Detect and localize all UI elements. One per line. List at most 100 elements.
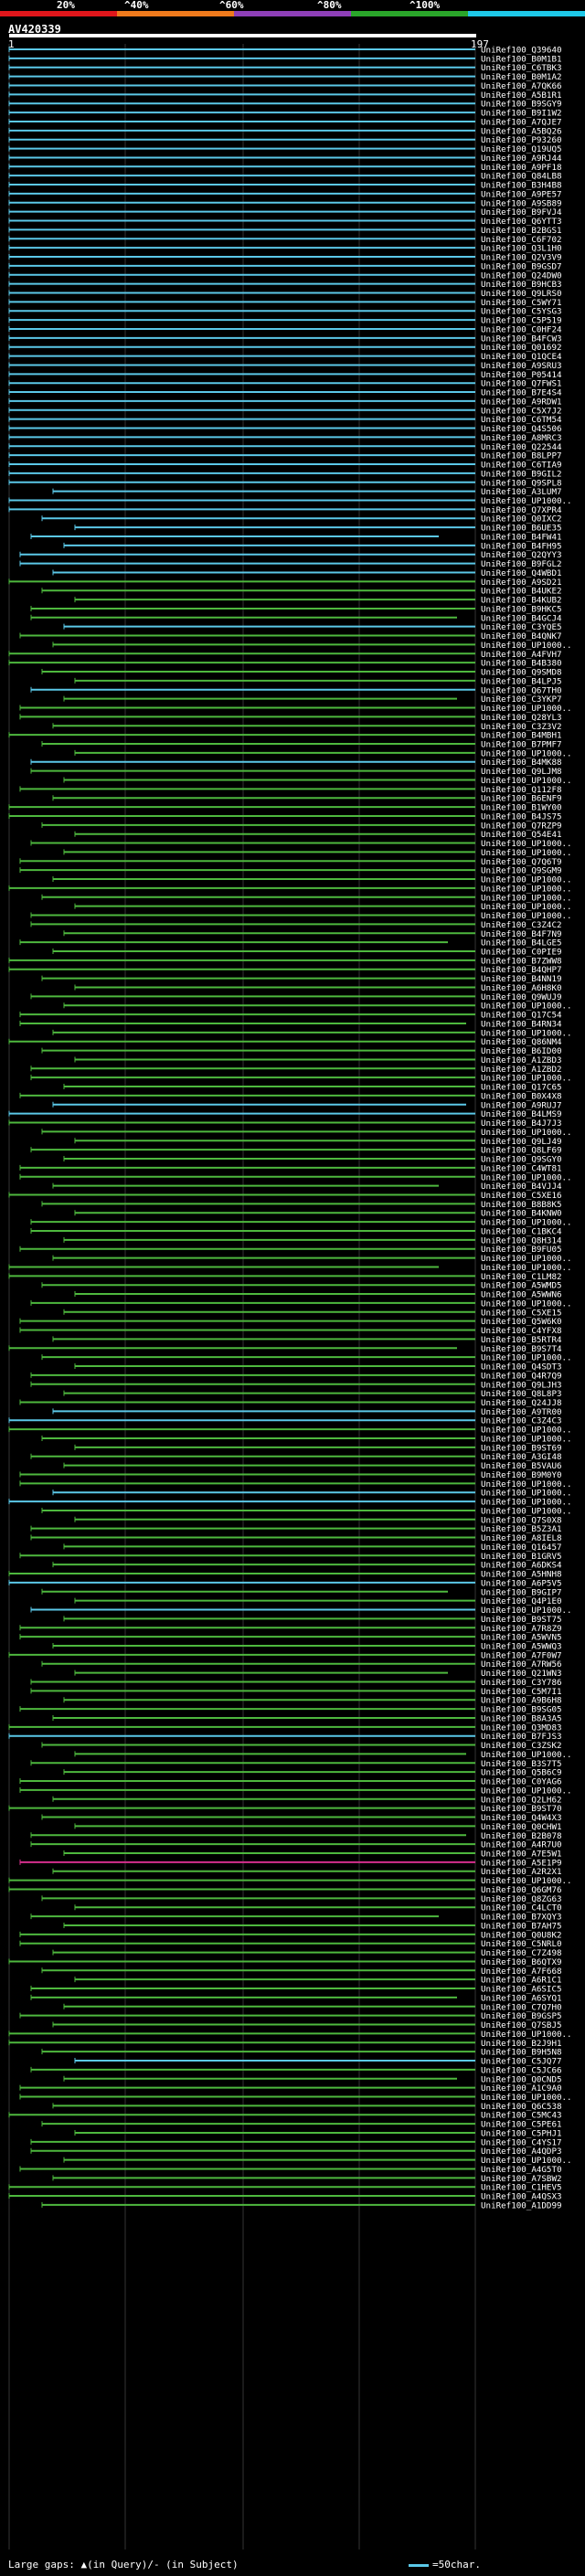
hit-id-link[interactable]: UniRef100_B6ENF9 [481, 794, 562, 804]
hit-id-link[interactable]: UniRef100_Q24DW0 [481, 270, 562, 281]
hit-id-link[interactable]: UniRef100_A9PE57 [481, 189, 562, 199]
hit-id-link[interactable]: UniRef100_Q8L8P3 [481, 1389, 562, 1399]
hit-id-link[interactable]: UniRef100_A1ZBD2 [481, 1065, 562, 1075]
hit-id-link[interactable]: UniRef100_A1DD99 [481, 2200, 562, 2210]
hit-id-link[interactable]: UniRef100_Q17C65 [481, 1083, 562, 1093]
hit-id-link[interactable]: UniRef100_Q7FWS1 [481, 379, 562, 389]
hit-id-link[interactable]: UniRef100_B0X4X8 [481, 1091, 562, 1101]
hit-id-link[interactable]: UniRef100_C3Z4C3 [481, 1416, 562, 1426]
hit-id-link[interactable]: UniRef100_B9H5N8 [481, 2048, 562, 2058]
hit-id-link[interactable]: UniRef100_C3ZSK2 [481, 1741, 562, 1751]
hit-id-link[interactable]: UniRef100_B5RTR4 [481, 1335, 562, 1345]
hit-id-link[interactable]: UniRef100_B4MK88 [481, 758, 562, 768]
hit-id-link[interactable]: UniRef100_UP1000.. [481, 1498, 572, 1508]
hit-id-link[interactable]: UniRef100_A9PF18 [481, 163, 562, 173]
hit-id-link[interactable]: UniRef100_C5M7I1 [481, 1687, 562, 1697]
hit-id-link[interactable]: UniRef100_Q4R7Q9 [481, 1371, 562, 1381]
hit-id-link[interactable]: UniRef100_UP1000.. [481, 1172, 572, 1182]
hit-id-link[interactable]: UniRef100_A7QJE7 [481, 117, 562, 127]
hit-id-link[interactable]: UniRef100_B4F7N9 [481, 929, 562, 939]
hit-id-link[interactable]: UniRef100_A4R7U0 [481, 1840, 562, 1850]
hit-id-link[interactable]: UniRef100_Q01692 [481, 343, 562, 353]
hit-id-link[interactable]: UniRef100_Q7XPR4 [481, 505, 562, 515]
hit-id-link[interactable]: UniRef100_B9ST69 [481, 1443, 562, 1453]
hit-id-link[interactable]: UniRef100_Q9SGM9 [481, 866, 562, 876]
hit-id-link[interactable]: UniRef100_B9HCB3 [481, 280, 562, 290]
hit-id-link[interactable]: UniRef100_Q9SMD8 [481, 668, 562, 678]
hit-id-link[interactable]: UniRef100_UP1000.. [481, 893, 572, 903]
hit-id-link[interactable]: UniRef100_UP1000.. [481, 748, 572, 758]
hit-id-link[interactable]: UniRef100_Q0IXC2 [481, 514, 562, 525]
hit-id-link[interactable]: UniRef100_B4QNK7 [481, 631, 562, 641]
hit-id-link[interactable]: UniRef100_C5JQ77 [481, 2057, 562, 2067]
hit-id-link[interactable]: UniRef100_B9FGL2 [481, 559, 562, 569]
hit-id-link[interactable]: UniRef100_B5Z3A1 [481, 1524, 562, 1534]
hit-id-link[interactable]: UniRef100_C1LM82 [481, 1272, 562, 1282]
hit-id-link[interactable]: UniRef100_Q54E41 [481, 830, 562, 840]
hit-id-link[interactable]: UniRef100_Q9SPL8 [481, 478, 562, 488]
hit-id-link[interactable]: UniRef100_B8LPP7 [481, 451, 562, 461]
hit-id-link[interactable]: UniRef100_B4J7J3 [481, 1118, 562, 1129]
hit-id-link[interactable]: UniRef100_C6TM54 [481, 415, 562, 425]
hit-id-link[interactable]: UniRef100_C0HF24 [481, 324, 562, 334]
hit-id-link[interactable]: UniRef100_B7PMF7 [481, 739, 562, 749]
hit-id-link[interactable]: UniRef100_A7F0W7 [481, 1650, 562, 1660]
hit-id-link[interactable]: UniRef100_C1BKC4 [481, 1226, 562, 1236]
hit-id-link[interactable]: UniRef100_Q9LRS0 [481, 289, 562, 299]
hit-id-link[interactable]: UniRef100_A5BQ26 [481, 126, 562, 136]
hit-id-link[interactable]: UniRef100_UP1000.. [481, 776, 572, 786]
hit-id-link[interactable]: UniRef100_C3Y786 [481, 1678, 562, 1688]
hit-id-link[interactable]: UniRef100_A5WWN6 [481, 1290, 562, 1300]
hit-id-link[interactable]: UniRef100_UP1000.. [481, 839, 572, 849]
hit-id-link[interactable]: UniRef100_B7FJS3 [481, 1732, 562, 1742]
hit-id-link[interactable]: UniRef100_C4YS17 [481, 2137, 562, 2147]
hit-id-link[interactable]: UniRef100_Q21WN3 [481, 1669, 562, 1679]
hit-id-link[interactable]: UniRef100_A7R8Z9 [481, 1624, 562, 1634]
hit-id-link[interactable]: UniRef100_C3YKP7 [481, 694, 562, 705]
hit-id-link[interactable]: UniRef100_Q1QCE4 [481, 352, 562, 362]
hit-id-link[interactable]: UniRef100_UP1000.. [481, 1876, 572, 1886]
hit-id-link[interactable]: UniRef100_A5WVN5 [481, 1633, 562, 1643]
hit-id-link[interactable]: UniRef100_Q2V3V9 [481, 253, 562, 263]
hit-id-link[interactable]: UniRef100_Q7SBJ5 [481, 2020, 562, 2030]
hit-id-link[interactable]: UniRef100_A9B6H8 [481, 1696, 562, 1706]
hit-id-link[interactable]: UniRef100_A9RDW1 [481, 397, 562, 407]
hit-id-link[interactable]: UniRef100_B9S7T4 [481, 1344, 562, 1354]
hit-id-link[interactable]: UniRef100_Q6YTT3 [481, 217, 562, 227]
hit-id-link[interactable]: UniRef100_A7QK66 [481, 81, 562, 91]
hit-id-link[interactable]: UniRef100_Q7RZP9 [481, 821, 562, 831]
hit-id-link[interactable]: UniRef100_C4YFX8 [481, 1326, 562, 1336]
hit-id-link[interactable]: UniRef100_Q86NM4 [481, 1037, 562, 1047]
hit-id-link[interactable]: UniRef100_A6P5V5 [481, 1578, 562, 1588]
hit-id-link[interactable]: UniRef100_A7F668 [481, 1966, 562, 1977]
hit-id-link[interactable]: UniRef100_C7Z498 [481, 1948, 562, 1958]
hit-id-link[interactable]: UniRef100_UP1000.. [481, 902, 572, 912]
hit-id-link[interactable]: UniRef100_A1ZBD3 [481, 1055, 562, 1065]
hit-id-link[interactable]: UniRef100_Q67TH0 [481, 685, 562, 695]
hit-id-link[interactable]: UniRef100_UP1000.. [481, 1786, 572, 1796]
hit-id-link[interactable]: UniRef100_C3Z3V2 [481, 722, 562, 732]
hit-id-link[interactable]: UniRef100_A9TR00 [481, 1407, 562, 1417]
hit-id-link[interactable]: UniRef100_C4LCT0 [481, 1903, 562, 1913]
hit-id-link[interactable]: UniRef100_C3Z4C2 [481, 920, 562, 930]
hit-id-link[interactable]: UniRef100_Q4SDT3 [481, 1362, 562, 1373]
hit-id-link[interactable]: UniRef100_B4LGE5 [481, 938, 562, 949]
hit-id-link[interactable]: UniRef100_P93260 [481, 135, 562, 145]
hit-id-link[interactable]: UniRef100_B4FH95 [481, 541, 562, 551]
hit-id-link[interactable]: UniRef100_Q6GM76 [481, 1885, 562, 1895]
hit-id-link[interactable]: UniRef100_A8IEL8 [481, 1533, 562, 1543]
hit-id-link[interactable]: UniRef100_UP1000.. [481, 2030, 572, 2040]
hit-id-link[interactable]: UniRef100_B9SG05 [481, 1705, 562, 1715]
hit-id-link[interactable]: UniRef100_B1WY00 [481, 803, 562, 813]
hit-id-link[interactable]: UniRef100_UP1000.. [481, 1299, 572, 1309]
hit-id-link[interactable]: UniRef100_UP1000.. [481, 496, 572, 506]
hit-id-link[interactable]: UniRef100_Q4WBD1 [481, 568, 562, 578]
hit-id-link[interactable]: UniRef100_B4GCJ4 [481, 613, 562, 623]
hit-id-link[interactable]: UniRef100_Q7S0X8 [481, 1515, 562, 1525]
hit-id-link[interactable]: UniRef100_A7SBW2 [481, 2174, 562, 2184]
hit-id-link[interactable]: UniRef100_UP1000.. [481, 848, 572, 858]
hit-id-link[interactable]: UniRef100_A4FVH7 [481, 650, 562, 660]
hit-id-link[interactable]: UniRef100_Q0U8K2 [481, 1930, 562, 1940]
hit-id-link[interactable]: UniRef100_UP1000.. [481, 1254, 572, 1264]
hit-id-link[interactable]: UniRef100_Q5B6C9 [481, 1768, 562, 1778]
